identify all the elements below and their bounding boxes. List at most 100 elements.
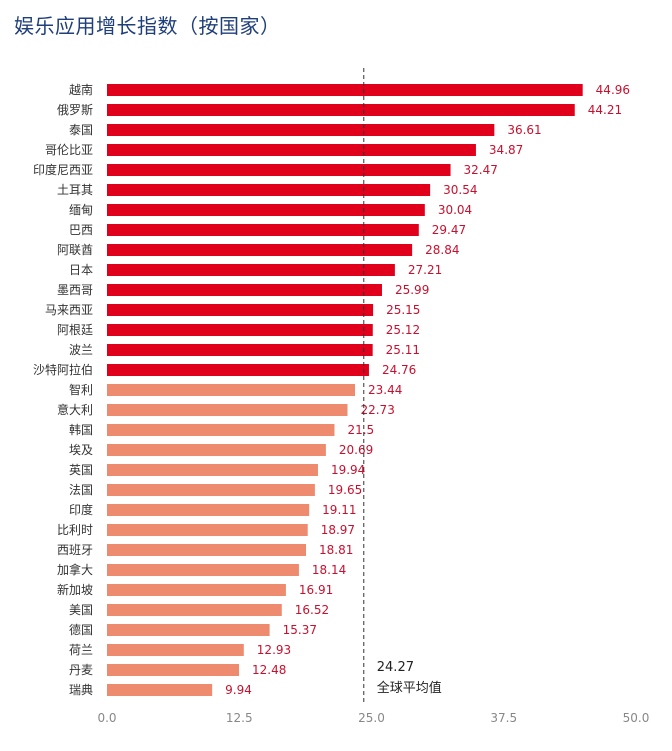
category-label: 丹麦 xyxy=(69,663,93,677)
value-label: 12.93 xyxy=(257,643,291,657)
bar xyxy=(107,244,413,256)
category-label: 比利时 xyxy=(57,523,93,537)
category-label: 英国 xyxy=(69,463,93,477)
category-label: 阿联酋 xyxy=(57,242,93,257)
bar xyxy=(107,124,495,136)
category-label: 土耳其 xyxy=(57,183,93,197)
category-label: 智利 xyxy=(69,382,93,397)
category-label: 印度 xyxy=(69,502,93,517)
value-label: 44.21 xyxy=(588,103,622,117)
bar xyxy=(107,84,583,96)
bar xyxy=(107,344,373,356)
value-label: 34.87 xyxy=(489,143,523,157)
category-label: 美国 xyxy=(69,603,93,617)
value-label: 30.54 xyxy=(443,183,477,197)
bar xyxy=(107,584,286,596)
category-label: 新加坡 xyxy=(57,582,93,597)
category-label: 瑞典 xyxy=(69,683,93,697)
bar xyxy=(107,384,355,396)
bar xyxy=(107,364,369,376)
category-label: 法国 xyxy=(69,483,93,497)
bar xyxy=(107,204,425,216)
category-label: 俄罗斯 xyxy=(57,103,93,117)
category-label: 印度尼西亚 xyxy=(33,162,93,177)
category-label: 沙特阿拉伯 xyxy=(33,362,93,377)
value-label: 12.48 xyxy=(252,663,286,677)
category-label: 荷兰 xyxy=(69,643,93,657)
bar xyxy=(107,684,213,696)
category-label: 缅甸 xyxy=(69,203,93,217)
value-label: 44.96 xyxy=(596,83,630,97)
x-tick-label: 12.5 xyxy=(226,711,253,725)
category-label: 意大利 xyxy=(57,402,93,417)
x-tick-label: 50.0 xyxy=(623,711,650,725)
value-label: 19.11 xyxy=(322,503,356,517)
bar xyxy=(107,444,326,456)
value-label: 36.61 xyxy=(507,123,541,137)
value-label: 22.73 xyxy=(360,403,394,417)
bar xyxy=(107,524,308,536)
value-label: 18.81 xyxy=(319,543,353,557)
value-label: 27.21 xyxy=(408,263,442,277)
average-label: 全球平均值 xyxy=(377,680,442,696)
category-label: 西班牙 xyxy=(57,543,93,557)
bar xyxy=(107,464,318,476)
value-label: 25.99 xyxy=(395,283,429,297)
value-label: 28.84 xyxy=(425,243,459,257)
bar xyxy=(107,484,315,496)
value-label: 24.76 xyxy=(382,363,416,377)
bar xyxy=(107,184,431,196)
bar xyxy=(107,544,307,556)
value-label: 18.97 xyxy=(321,523,355,537)
bar xyxy=(107,224,419,236)
category-label: 哥伦比亚 xyxy=(45,142,93,157)
value-label: 19.65 xyxy=(328,483,362,497)
x-tick-label: 25.0 xyxy=(358,711,385,725)
bar xyxy=(107,624,270,636)
value-label: 21.5 xyxy=(347,423,374,437)
bar xyxy=(107,104,575,116)
value-label: 20.69 xyxy=(339,443,373,457)
bar xyxy=(107,284,382,296)
category-label: 马来西亚 xyxy=(45,303,93,317)
category-label: 加拿大 xyxy=(57,562,93,577)
bar xyxy=(107,604,282,616)
category-label: 韩国 xyxy=(69,422,93,437)
value-label: 16.52 xyxy=(295,603,329,617)
bar xyxy=(107,304,374,316)
bar xyxy=(107,664,240,676)
value-label: 16.91 xyxy=(299,583,333,597)
chart-title: 娱乐应用增长指数（按国家） xyxy=(14,14,281,38)
category-label: 阿根廷 xyxy=(57,323,93,337)
bar xyxy=(107,264,395,276)
bar xyxy=(107,164,451,176)
bar xyxy=(107,404,348,416)
x-tick-label: 37.5 xyxy=(490,711,517,725)
value-label: 18.14 xyxy=(312,563,346,577)
bar xyxy=(107,324,373,336)
value-label: 29.47 xyxy=(432,223,466,237)
value-label: 19.94 xyxy=(331,463,365,477)
value-label: 32.47 xyxy=(464,163,498,177)
bar xyxy=(107,564,299,576)
value-label: 15.37 xyxy=(283,623,317,637)
average-value-label: 24.27 xyxy=(377,660,414,675)
bar xyxy=(107,424,335,436)
value-label: 30.04 xyxy=(438,203,472,217)
category-label: 德国 xyxy=(69,622,93,637)
value-label: 25.12 xyxy=(386,323,420,337)
x-tick-label: 0.0 xyxy=(97,711,116,725)
category-label: 埃及 xyxy=(69,443,93,457)
value-label: 23.44 xyxy=(368,383,402,397)
category-label: 泰国 xyxy=(69,123,93,137)
category-label: 波兰 xyxy=(69,343,93,357)
value-label: 9.94 xyxy=(225,683,252,697)
bar xyxy=(107,144,476,156)
bar xyxy=(107,644,244,656)
value-label: 25.15 xyxy=(386,303,420,317)
value-label: 25.11 xyxy=(386,343,420,357)
category-label: 越南 xyxy=(69,82,93,97)
category-label: 日本 xyxy=(69,263,93,277)
category-label: 巴西 xyxy=(69,223,93,237)
